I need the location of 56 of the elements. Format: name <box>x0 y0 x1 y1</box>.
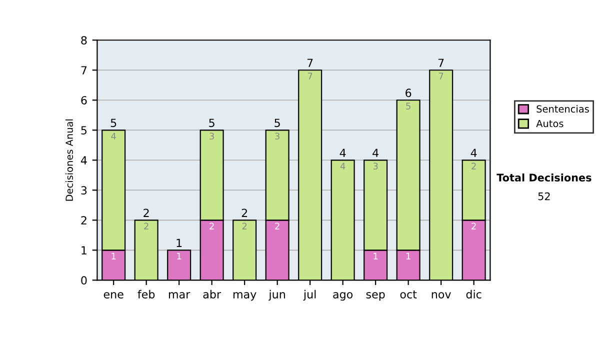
data-label: 2 <box>275 222 280 230</box>
y-tick-label: 8 <box>81 36 87 44</box>
total-label: 5 <box>110 118 116 128</box>
data-label: 1 <box>406 252 410 260</box>
data-label: 7 <box>308 72 312 80</box>
data-label: 2 <box>472 162 476 170</box>
data-label: 4 <box>111 132 116 140</box>
total-label: 4 <box>340 148 346 157</box>
y-tick-label: 0 <box>81 276 87 285</box>
total-label: 7 <box>438 58 444 67</box>
x-tick-label: abr <box>203 290 222 298</box>
legend-label: Sentencias <box>536 105 589 113</box>
data-label: 1 <box>177 252 182 260</box>
x-tick-label: may <box>233 292 256 301</box>
text: 52 <box>538 192 550 200</box>
total-label: 2 <box>144 208 149 217</box>
y-tick-label: 4 <box>80 156 87 164</box>
data-label: 3 <box>373 162 378 170</box>
total-label: 1 <box>176 238 182 247</box>
total-label: 5 <box>274 118 280 128</box>
data-label: 2 <box>242 222 247 230</box>
y-tick-label: 1 <box>82 246 86 254</box>
data-label: 3 <box>275 132 280 140</box>
data-label: 2 <box>144 222 148 230</box>
x-tick-label: dic <box>466 290 482 298</box>
data-label: 7 <box>438 72 444 80</box>
data-label: 5 <box>406 102 410 110</box>
y-tick-label: 2 <box>81 216 86 224</box>
x-tick-label: jun <box>268 290 285 301</box>
x-tick-label: sep <box>366 292 385 301</box>
total-label: 5 <box>209 118 214 128</box>
y-tick-label: 7 <box>81 66 87 74</box>
text: Total Decisiones <box>496 173 592 182</box>
data-label: 1 <box>374 252 378 260</box>
data-label: 4 <box>340 162 346 170</box>
total-label: 4 <box>470 148 477 157</box>
x-tick-label: ene <box>104 292 124 298</box>
x-tick-label: oct <box>400 290 417 298</box>
x-tick-label: jul <box>303 290 316 301</box>
y-tick-label: 6 <box>81 96 87 105</box>
data-label: 2 <box>210 222 214 230</box>
total-label: 6 <box>406 88 412 98</box>
total-label: 7 <box>307 58 313 67</box>
x-tick-label: ago <box>333 292 353 301</box>
legend-label: Autos <box>536 120 564 128</box>
total-label: 4 <box>372 148 378 157</box>
y-tick-label: 5 <box>81 126 87 135</box>
x-tick-label: nov <box>432 292 451 298</box>
data-label: 2 <box>472 222 476 230</box>
y-tick-label: 3 <box>81 186 87 195</box>
y-axis-title: Decisiones Anual <box>65 119 73 201</box>
total-label: 2 <box>242 208 247 217</box>
x-tick-label: feb <box>138 290 155 298</box>
data-label: 3 <box>210 132 214 140</box>
x-tick-label: mar <box>168 292 190 298</box>
data-label: 1 <box>112 252 116 260</box>
